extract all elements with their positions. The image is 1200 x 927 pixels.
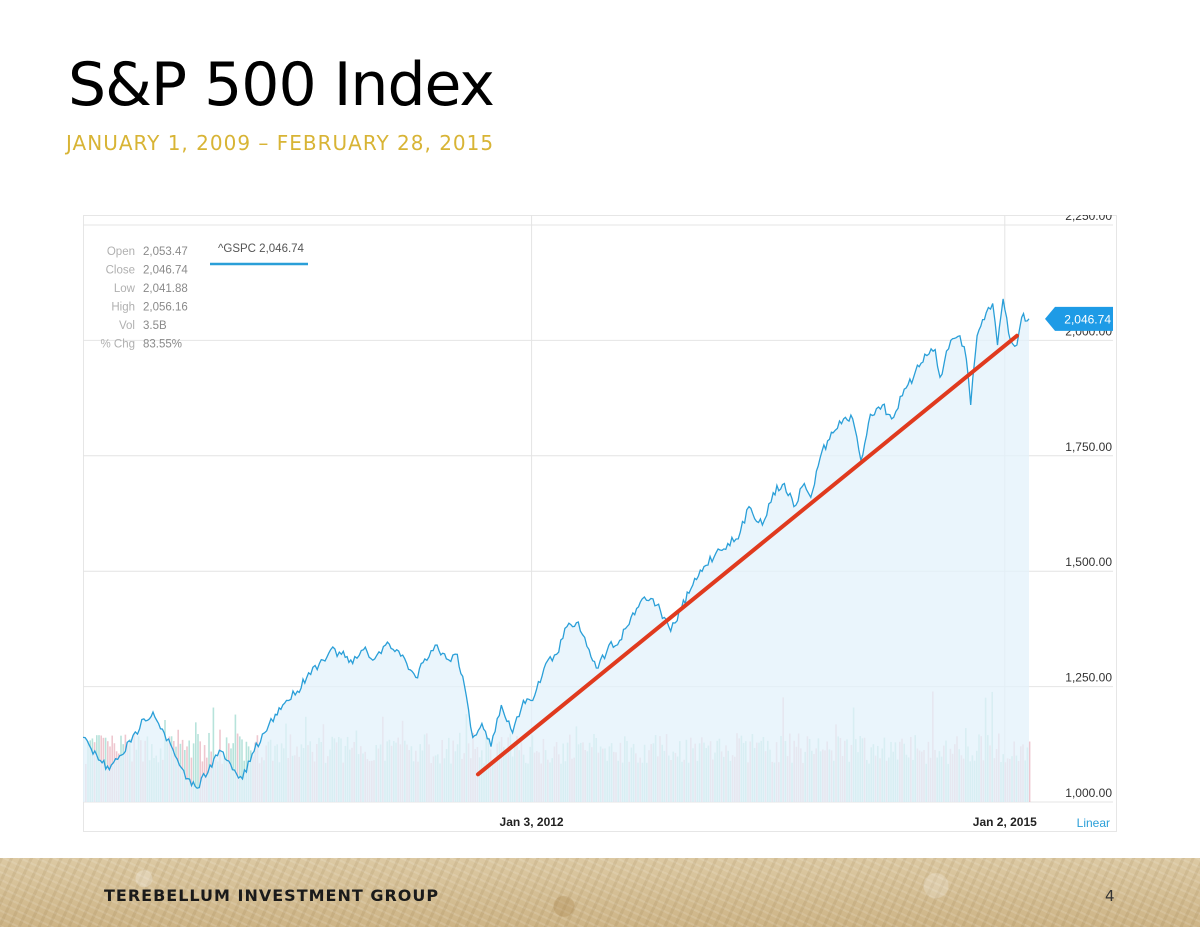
stat-value: 2,056.16 <box>143 302 188 314</box>
volume-bar <box>186 746 188 802</box>
scale-label: Linear <box>1077 816 1110 830</box>
footer-company-name: TEREBELLUM INVESTMENT GROUP <box>104 886 440 905</box>
stat-value: 2,053.47 <box>143 246 188 258</box>
sp500-chart[interactable]: 2,250.00 2,000.00 1,750.00 1,500.00 1,250.00… <box>83 215 1117 832</box>
slide-title: S&P 500 Index <box>68 50 495 120</box>
volume-bar <box>192 743 195 802</box>
x-tick-label: Jan 3, 2012 <box>500 815 564 829</box>
volume-bar <box>1028 741 1031 802</box>
y-tick-label: 2,250.00 <box>1065 215 1112 223</box>
x-tick-label: Jan 2, 2015 <box>973 815 1037 829</box>
stat-label: Close <box>106 265 135 277</box>
page-number: 4 <box>1105 887 1115 905</box>
price-area <box>83 298 1030 802</box>
y-axis-labels: 2,250.002,000.001,750.001,500.001,250.00… <box>1065 215 1112 800</box>
stat-value: 2,046.74 <box>143 265 188 277</box>
volume-bar <box>197 734 199 802</box>
volume-bar <box>236 733 239 802</box>
chart-canvas[interactable]: 2,250.002,000.001,750.001,500.001,250.00… <box>83 215 1117 832</box>
volume-bar <box>203 745 206 802</box>
stat-label: % Chg <box>100 339 135 351</box>
x-axis-labels: Jan 3, 2012 Jan 2, 2015 Linear <box>500 815 1110 830</box>
legend-entry: ^GSPC 2,046.74 <box>218 243 305 255</box>
price-area-fill <box>83 298 1029 802</box>
volume-bar <box>190 757 193 802</box>
stat-label: Open <box>107 246 135 258</box>
volume-bar <box>199 741 201 802</box>
stat-value: 2,041.88 <box>143 283 188 295</box>
current-price-badge: 2,046.74 <box>1045 306 1113 331</box>
price-badge-shape <box>1045 306 1113 331</box>
price-line <box>83 298 1030 789</box>
trend-lines <box>475 333 1019 777</box>
volume-bar <box>188 740 190 802</box>
y-tick-label: 1,500.00 <box>1065 555 1112 569</box>
stat-label: Vol <box>119 320 135 332</box>
price-badge-label: 2,046.74 <box>1064 312 1111 326</box>
volume-bar <box>239 736 241 802</box>
stat-label: Low <box>114 283 136 295</box>
volume-bar <box>241 739 243 802</box>
stat-value: 3.5B <box>143 320 167 332</box>
volume-bar <box>195 722 197 802</box>
trend-line <box>475 333 1019 777</box>
stats-panel: Open 2,053.47 Close 2,046.74 Low 2,041.88 High… <box>100 246 188 351</box>
volume-bar <box>212 707 215 802</box>
volume-bar <box>234 714 237 802</box>
legend[interactable]: ^GSPC 2,046.74 <box>210 243 308 266</box>
chart-border <box>83 215 1117 832</box>
footer-band <box>0 858 1200 927</box>
stat-value: 83.55% <box>143 339 182 351</box>
y-tick-label: 1,000.00 <box>1065 786 1112 800</box>
slide-subtitle: JANUARY 1, 2009 – FEBRUARY 28, 2015 <box>66 131 495 155</box>
y-tick-label: 1,750.00 <box>1065 440 1112 454</box>
y-tick-label: 1,250.00 <box>1065 671 1112 685</box>
stat-label: High <box>111 302 135 314</box>
